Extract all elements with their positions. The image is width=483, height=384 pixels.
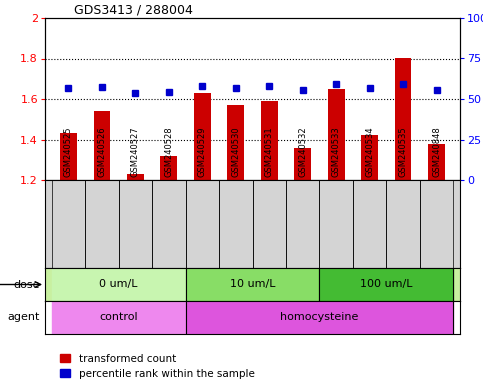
Text: agent: agent [8, 313, 40, 323]
Bar [94, 111, 110, 180]
Bar [319, 268, 454, 301]
Bar [60, 133, 77, 180]
Bar [294, 147, 311, 180]
Bar [361, 136, 378, 180]
Bar [328, 89, 344, 180]
Text: 10 um/L: 10 um/L [230, 280, 275, 290]
Bar [127, 174, 144, 180]
Bar [52, 268, 185, 301]
Bar [160, 156, 177, 180]
Text: 0 um/L: 0 um/L [99, 280, 138, 290]
Bar [185, 301, 454, 334]
Text: dose: dose [14, 280, 40, 290]
Text: homocysteine: homocysteine [280, 313, 358, 323]
Text: GDS3413 / 288004: GDS3413 / 288004 [74, 4, 193, 17]
Text: control: control [99, 313, 138, 323]
Bar [227, 105, 244, 180]
Bar [185, 268, 319, 301]
Bar [52, 301, 185, 334]
Bar [395, 58, 412, 180]
Bar [194, 93, 211, 180]
Bar [261, 101, 278, 180]
Text: 100 um/L: 100 um/L [360, 280, 412, 290]
Legend: transformed count, percentile rank within the sample: transformed count, percentile rank withi… [60, 354, 255, 379]
Bar [428, 144, 445, 180]
